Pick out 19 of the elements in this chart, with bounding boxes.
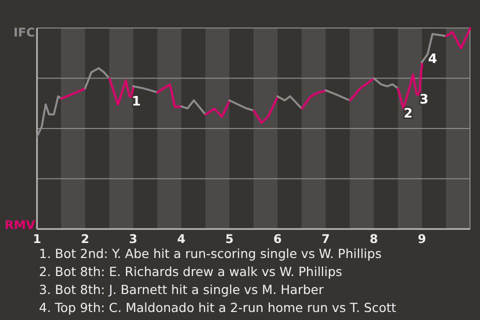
annotation: 4 [428,52,438,68]
x-tick-label: 7 [321,232,330,246]
annotation: 2 [404,106,413,122]
text: RMV [4,218,36,232]
x-tick-label: 9 [418,232,426,246]
x-tick-label: 5 [225,232,234,246]
x-tick-label: 2 [80,232,90,246]
x-tick-label: 1 [32,232,42,246]
annotation: 3 [419,92,429,108]
text: 4. Top 9th: C. Maldonado hit a 2-run home run vs T. Scott [39,300,396,315]
x-tick-label: 3 [129,232,138,246]
x-tick-label: 4 [177,232,186,246]
x-tick-label: 8 [370,232,378,246]
text: 2. Bot 8th: E. Richards drew a walk vs W. Phillips [39,264,342,279]
text: IFC [14,25,36,40]
text: 3. Bot 8th: J. Barnett hit a single vs M. Harber [39,282,324,297]
text: 1. Bot 2nd: Y. Abe hit a run-scoring single vs W. Phillips [39,246,382,261]
annotation: 1 [132,94,141,110]
x-tick-label: 6 [273,232,282,246]
